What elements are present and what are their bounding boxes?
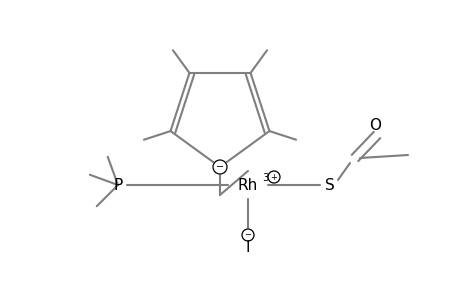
Text: P: P bbox=[113, 178, 123, 193]
Text: I: I bbox=[245, 241, 250, 256]
Text: −: − bbox=[215, 162, 224, 172]
Text: O: O bbox=[368, 118, 380, 133]
Text: S: S bbox=[325, 178, 334, 193]
Text: Rh: Rh bbox=[237, 178, 257, 193]
Circle shape bbox=[241, 229, 253, 241]
Circle shape bbox=[213, 160, 226, 174]
Text: +: + bbox=[270, 172, 277, 182]
Text: 3: 3 bbox=[262, 173, 268, 183]
Text: −: − bbox=[244, 230, 251, 239]
